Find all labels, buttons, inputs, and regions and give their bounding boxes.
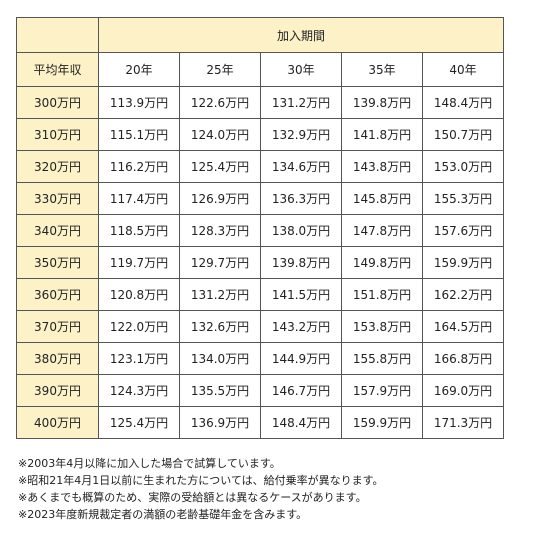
table-body: 300万円 113.9万円 122.6万円 131.2万円 139.8万円 148.4万円… xyxy=(16,86,505,439)
pension-value-cell: 134.6万円 xyxy=(260,150,342,183)
pension-value-cell: 141.8万円 xyxy=(341,118,423,151)
pension-value-cell: 139.8万円 xyxy=(341,86,423,119)
income-cell: 340万円 xyxy=(16,214,99,247)
table-row: 320万円 116.2万円 125.4万円 134.6万円 143.8万円 153.0万円 xyxy=(16,150,505,183)
pension-value-cell: 117.4万円 xyxy=(98,182,180,215)
pension-value-cell: 164.5万円 xyxy=(421,310,505,343)
pension-value-cell: 115.1万円 xyxy=(98,118,180,151)
pension-value-cell: 148.4万円 xyxy=(421,86,505,119)
pension-value-cell: 147.8万円 xyxy=(341,214,423,247)
pension-value-cell: 131.2万円 xyxy=(179,278,261,311)
pension-value-cell: 132.6万円 xyxy=(179,310,261,343)
pension-value-cell: 159.9万円 xyxy=(421,246,505,279)
header-row-period: 加入期間 xyxy=(16,17,505,53)
pension-value-cell: 151.8万円 xyxy=(341,278,423,311)
pension-value-cell: 157.6万円 xyxy=(421,214,505,247)
pension-value-cell: 122.0万円 xyxy=(98,310,180,343)
pension-value-cell: 138.0万円 xyxy=(260,214,342,247)
pension-value-cell: 124.3万円 xyxy=(98,374,180,407)
period-header: 加入期間 xyxy=(97,17,505,53)
note-line: ※2023年度新規裁定者の満額の老齢基礎年金を含みます。 xyxy=(18,508,308,521)
income-cell: 330万円 xyxy=(16,182,99,215)
pension-value-cell: 136.9万円 xyxy=(179,406,261,439)
pension-value-cell: 155.3万円 xyxy=(421,182,505,215)
table-row: 310万円 115.1万円 124.0万円 132.9万円 141.8万円 150.7万円 xyxy=(16,118,505,151)
pension-value-cell: 126.9万円 xyxy=(179,182,261,215)
pension-value-cell: 141.5万円 xyxy=(260,278,342,311)
pension-value-cell: 125.4万円 xyxy=(179,150,261,183)
pension-value-cell: 144.9万円 xyxy=(260,342,342,375)
year-header: 25年 xyxy=(179,52,261,87)
pension-table: 加入期間 平均年収 20年 25年 30年 35年 40年 300万円 113.9… xyxy=(16,17,505,439)
pension-value-cell: 132.9万円 xyxy=(260,118,342,151)
pension-value-cell: 139.8万円 xyxy=(260,246,342,279)
income-cell: 300万円 xyxy=(16,86,99,119)
income-cell: 320万円 xyxy=(16,150,99,183)
pension-value-cell: 149.8万円 xyxy=(341,246,423,279)
pension-value-cell: 131.2万円 xyxy=(260,86,342,119)
pension-value-cell: 122.6万円 xyxy=(179,86,261,119)
table-row: 400万円 125.4万円 136.9万円 148.4万円 159.9万円 171.3万円 xyxy=(16,406,505,439)
income-cell: 350万円 xyxy=(16,246,99,279)
pension-value-cell: 116.2万円 xyxy=(98,150,180,183)
year-header: 20年 xyxy=(98,52,180,87)
pension-value-cell: 150.7万円 xyxy=(421,118,505,151)
table-row: 300万円 113.9万円 122.6万円 131.2万円 139.8万円 148.4万円 xyxy=(16,86,505,119)
pension-value-cell: 145.8万円 xyxy=(341,182,423,215)
pension-value-cell: 123.1万円 xyxy=(98,342,180,375)
income-header: 平均年収 xyxy=(16,52,99,87)
income-cell: 380万円 xyxy=(16,342,99,375)
pension-value-cell: 135.5万円 xyxy=(179,374,261,407)
note-line: ※2003年4月以降に加入した場合で試算しています。 xyxy=(18,457,281,470)
table-row: 340万円 118.5万円 128.3万円 138.0万円 147.8万円 157.6万円 xyxy=(16,214,505,247)
table-row: 390万円 124.3万円 135.5万円 146.7万円 157.9万円 169.0万円 xyxy=(16,374,505,407)
income-cell: 360万円 xyxy=(16,278,99,311)
year-header: 40年 xyxy=(421,52,505,87)
pension-value-cell: 119.7万円 xyxy=(98,246,180,279)
notes: ※2003年4月以降に加入した場合で試算しています。 ※昭和21年4月1日以前に… xyxy=(18,455,384,523)
header-row-years: 平均年収 20年 25年 30年 35年 40年 xyxy=(16,52,505,87)
pension-value-cell: 125.4万円 xyxy=(98,406,180,439)
pension-value-cell: 171.3万円 xyxy=(421,406,505,439)
income-cell: 370万円 xyxy=(16,310,99,343)
pension-value-cell: 153.8万円 xyxy=(341,310,423,343)
pension-value-cell: 153.0万円 xyxy=(421,150,505,183)
pension-value-cell: 146.7万円 xyxy=(260,374,342,407)
pension-value-cell: 169.0万円 xyxy=(421,374,505,407)
table-row: 330万円 117.4万円 126.9万円 136.3万円 145.8万円 155.3万円 xyxy=(16,182,505,215)
pension-value-cell: 134.0万円 xyxy=(179,342,261,375)
pension-value-cell: 118.5万円 xyxy=(98,214,180,247)
pension-value-cell: 143.8万円 xyxy=(341,150,423,183)
note-line: ※あくまでも概算のため、実際の受給額とは異なるケースがあります。 xyxy=(18,491,367,504)
pension-value-cell: 148.4万円 xyxy=(260,406,342,439)
year-header: 30年 xyxy=(260,52,342,87)
table-row: 350万円 119.7万円 129.7万円 139.8万円 149.8万円 159.9万円 xyxy=(16,246,505,279)
corner-cell xyxy=(16,17,99,53)
table-row: 360万円 120.8万円 131.2万円 141.5万円 151.8万円 162.2万円 xyxy=(16,278,505,311)
pension-value-cell: 136.3万円 xyxy=(260,182,342,215)
pension-value-cell: 143.2万円 xyxy=(260,310,342,343)
table-row: 380万円 123.1万円 134.0万円 144.9万円 155.8万円 166.8万円 xyxy=(16,342,505,375)
pension-value-cell: 157.9万円 xyxy=(341,374,423,407)
pension-value-cell: 129.7万円 xyxy=(179,246,261,279)
pension-value-cell: 124.0万円 xyxy=(179,118,261,151)
table-row: 370万円 122.0万円 132.6万円 143.2万円 153.8万円 164.5万円 xyxy=(16,310,505,343)
year-header: 35年 xyxy=(341,52,423,87)
pension-value-cell: 113.9万円 xyxy=(98,86,180,119)
pension-value-cell: 159.9万円 xyxy=(341,406,423,439)
note-line: ※昭和21年4月1日以前に生まれた方については、給付乗率が異なります。 xyxy=(18,474,384,487)
income-cell: 310万円 xyxy=(16,118,99,151)
pension-value-cell: 128.3万円 xyxy=(179,214,261,247)
pension-value-cell: 155.8万円 xyxy=(341,342,423,375)
pension-value-cell: 120.8万円 xyxy=(98,278,180,311)
pension-value-cell: 162.2万円 xyxy=(421,278,505,311)
income-cell: 400万円 xyxy=(16,406,99,439)
income-cell: 390万円 xyxy=(16,374,99,407)
pension-value-cell: 166.8万円 xyxy=(421,342,505,375)
